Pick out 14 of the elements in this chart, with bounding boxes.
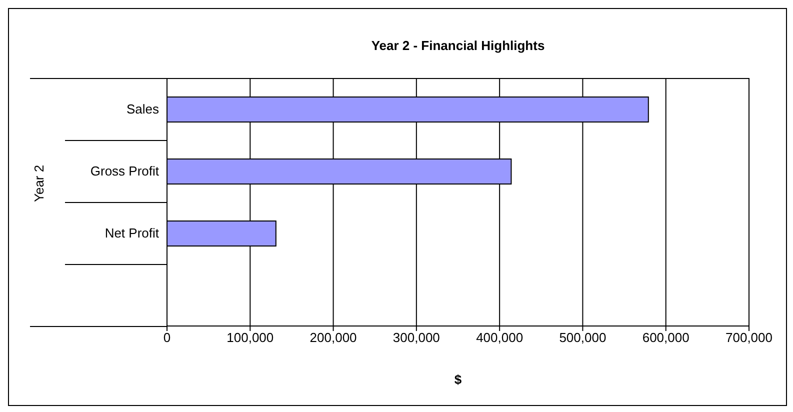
x-tick-label: 400,000 [476, 330, 524, 346]
y-axis-title: Year 2 [32, 164, 47, 202]
y-tick-label: Gross Profit [90, 164, 160, 179]
x-tick-label: 600,000 [642, 330, 690, 346]
y-tick-label: Sales [126, 102, 160, 117]
x-tick-label: 0 [163, 330, 171, 346]
x-tick-label: 700,000 [726, 330, 772, 346]
y-tick-label: Net Profit [104, 226, 160, 241]
x-tick-label: 500,000 [559, 330, 606, 346]
x-tick-label: 300,000 [392, 330, 440, 346]
x-tick-label: 100,000 [226, 330, 274, 346]
x-axis-title: $ [454, 372, 462, 387]
x-tick-label: 200,000 [310, 330, 357, 346]
chart-title: Year 2 - Financial Highlights [370, 38, 546, 53]
